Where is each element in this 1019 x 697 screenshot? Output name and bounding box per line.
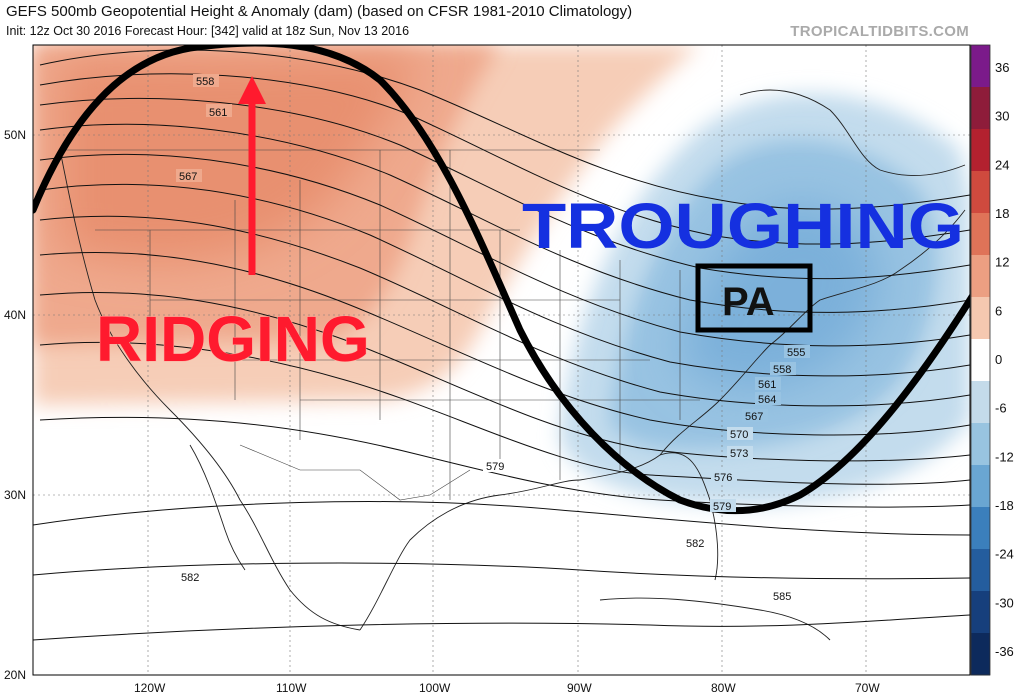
colorbar-segment	[971, 297, 990, 340]
colorbar-label: 0	[995, 352, 1002, 367]
contour-label: 561	[209, 107, 227, 119]
ridging-arrow	[238, 76, 266, 275]
contour-label: 579	[486, 461, 504, 473]
contour-label: 558	[773, 364, 791, 376]
lon-label: 70W	[855, 681, 880, 695]
troughing-label: TROUGHING	[522, 190, 964, 262]
contour-label: 582	[181, 572, 199, 584]
colorbar-label: 18	[995, 206, 1009, 221]
longitude-labels: 120W 110W 100W 90W 80W 70W	[134, 681, 880, 695]
colorbar-segment	[971, 381, 990, 424]
lon-label: 100W	[419, 681, 451, 695]
colorbar-segment	[971, 213, 990, 256]
colorbar-label: 36	[995, 60, 1009, 75]
colorbar-label: -24	[995, 547, 1014, 562]
colorbar-segment	[971, 339, 990, 382]
map-frame	[32, 44, 971, 676]
contour-label: 567	[179, 171, 197, 183]
lat-label: 30N	[4, 488, 26, 502]
lon-label: 90W	[567, 681, 592, 695]
contour-label: 561	[758, 379, 776, 391]
negative-anomaly-area	[560, 93, 970, 506]
colorbar-segment	[971, 507, 990, 550]
colorbar-label: 24	[995, 157, 1009, 172]
political-borders	[60, 149, 700, 501]
colorbar-segment	[971, 423, 990, 466]
colorbar-segment	[971, 549, 990, 592]
colorbar-label: 12	[995, 255, 1009, 270]
lat-label: 40N	[4, 308, 26, 322]
colorbar-label: -18	[995, 498, 1014, 513]
latitude-labels: 50N 40N 30N 20N	[4, 128, 26, 682]
contour-label: 555	[787, 347, 805, 359]
colorbar-segment	[971, 633, 990, 676]
ridging-label: RIDGING	[96, 303, 370, 375]
contour-label: 564	[758, 394, 776, 406]
contour-label: 558	[196, 76, 214, 88]
colorbar-segment	[971, 45, 990, 88]
colorbar-label: 30	[995, 109, 1009, 124]
map-subtitle: Init: 12z Oct 30 2016 Forecast Hour: [34…	[6, 24, 410, 38]
colorbar-label: -30	[995, 595, 1014, 610]
colorbar-segment	[971, 465, 990, 508]
colorbar-segment	[971, 87, 990, 130]
lon-label: 80W	[711, 681, 736, 695]
anomaly-colorbar: 36 30 24 18 12 6 0 -6 -12 -18 -24 -30 -36	[970, 44, 1014, 676]
lat-label: 20N	[4, 668, 26, 682]
colorbar-label: -12	[995, 449, 1014, 464]
colorbar-segment	[971, 591, 990, 634]
contour-labels: 558 561 567 555 558 561 564 567 570 573 …	[176, 74, 810, 603]
map-title: GEFS 500mb Geopotential Height & Anomaly…	[6, 3, 633, 20]
colorbar-segment	[971, 129, 990, 172]
lat-label: 50N	[4, 128, 26, 142]
contour-label: 567	[745, 411, 763, 423]
colorbar-segment	[971, 171, 990, 214]
lon-label: 110W	[276, 681, 307, 695]
pa-highlight-box	[695, 263, 813, 333]
lon-label: 120W	[134, 681, 166, 695]
contour-label: 579	[713, 501, 731, 513]
colorbar-label: 6	[995, 303, 1002, 318]
colorbar-label: -36	[995, 644, 1014, 659]
contour-label: 582	[686, 538, 704, 550]
contour-label: 573	[730, 448, 748, 460]
contour-label: 570	[730, 429, 748, 441]
height-contours	[33, 49, 970, 641]
colorbar-frame	[970, 44, 991, 676]
source-credit: TROPICALTIDBITS.COM	[790, 23, 969, 40]
map-field: 558 561 567 555 558 561 564 567 570 573 …	[33, 45, 970, 675]
pa-label: PA	[722, 280, 775, 324]
coastlines	[59, 89, 966, 641]
contour-label: 585	[773, 591, 791, 603]
colorbar-label: -6	[995, 401, 1007, 416]
contour-label: 576	[714, 472, 732, 484]
flow-pattern-line	[33, 45, 970, 515]
colorbar-segment	[971, 255, 990, 298]
